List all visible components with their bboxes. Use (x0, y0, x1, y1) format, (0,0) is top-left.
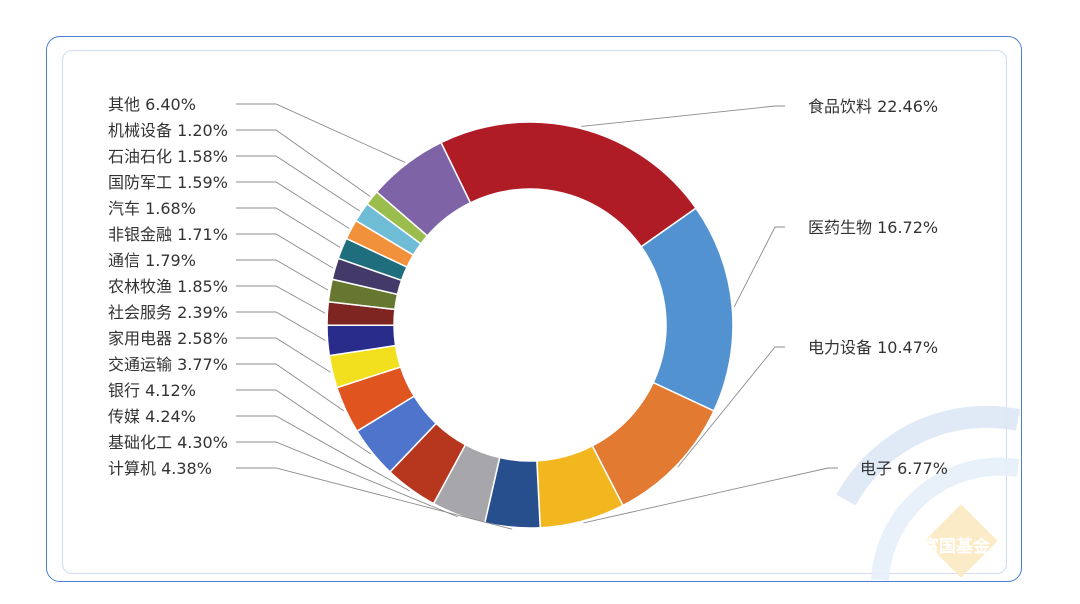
card-frame-inner (62, 50, 1007, 574)
watermark-text: 富国基金 (922, 536, 991, 557)
slice-label: 农林牧渔 1.85% (108, 277, 228, 296)
leader-lines (236, 103, 838, 530)
leader-line (236, 415, 410, 492)
slice-label: 通信 1.79% (108, 251, 196, 270)
leader-line (677, 346, 785, 468)
slice-label: 其他 6.40% (108, 95, 196, 114)
leader-line (581, 105, 785, 127)
slice-label: 传媒 4.24% (108, 407, 196, 426)
slice-label: 非银金融 1.71% (108, 225, 228, 244)
leader-line (236, 233, 334, 269)
slice-label: 基础化工 4.30% (108, 433, 228, 452)
donut-slice (640, 207, 734, 412)
slice-label: 交通运输 3.77% (108, 355, 228, 374)
slice-label: 国防军工 1.59% (108, 173, 228, 192)
slice-label: 汽车 1.68% (108, 199, 196, 218)
slice-labels: 食品饮料 22.46% 医药生物 16.72% 电力设备 10.47% 电子 6.77… (108, 95, 948, 478)
leader-line (236, 181, 350, 229)
slice-label: 家用电器 2.58% (108, 329, 228, 348)
leader-line (236, 103, 406, 163)
leader-line (236, 285, 326, 314)
slice-label: 石油石化 1.58% (108, 147, 228, 166)
slice-label: 社会服务 2.39% (108, 303, 228, 322)
donut-slice (375, 141, 472, 237)
leader-line (236, 389, 371, 455)
leader-line (733, 226, 785, 308)
slice-label: 电力设备 10.47% (808, 338, 938, 357)
leader-line (236, 441, 458, 518)
donut-slices (326, 121, 734, 529)
slice-label: 电子 6.77% (860, 459, 948, 478)
leader-line (236, 207, 341, 248)
leader-line (236, 259, 329, 291)
leader-line (236, 467, 513, 530)
slice-label: 食品饮料 22.46% (808, 97, 938, 116)
slice-label: 医药生物 16.72% (808, 218, 938, 237)
card-frame-outer (46, 36, 1022, 582)
donut-slice (440, 121, 698, 248)
brand-watermark-logo: 富国基金 (836, 405, 1021, 581)
slice-label: 机械设备 1.20% (108, 121, 228, 140)
leader-line (236, 155, 360, 212)
leader-line (236, 337, 331, 373)
leader-line (236, 129, 371, 197)
leader-line (583, 467, 838, 524)
slice-label: 银行 4.12% (108, 381, 196, 400)
slice-label: 计算机 4.38% (108, 459, 212, 478)
leader-line (236, 363, 345, 412)
leader-line (236, 311, 326, 342)
